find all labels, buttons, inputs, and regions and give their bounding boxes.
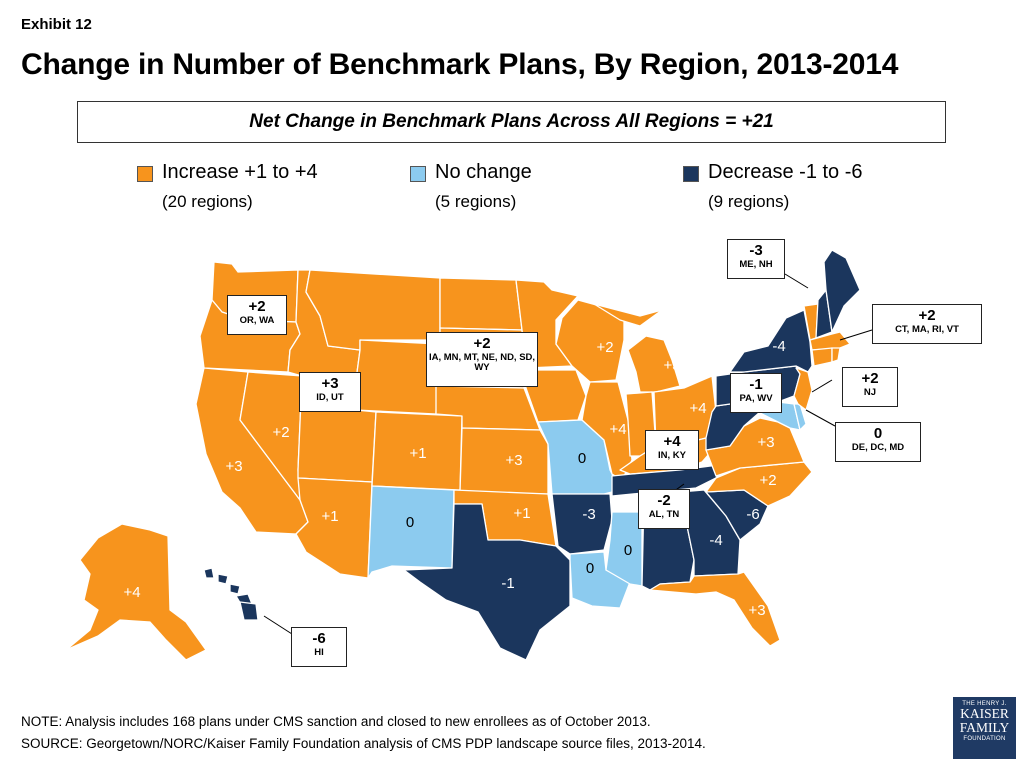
state-florida xyxy=(649,571,781,647)
callout-value: +2 xyxy=(248,298,266,315)
callout-value: 0 xyxy=(873,425,883,442)
callout-ct-ma-ri-vt: +2 CT, MA, RI, VT xyxy=(872,304,982,344)
callout-states: PA, WV xyxy=(739,392,773,404)
state-louisiana xyxy=(569,551,631,609)
map-label-alaska: +4 xyxy=(123,584,140,601)
callout-value: +3 xyxy=(321,375,339,392)
callout-de-dc-md: 0 DE, DC, MD xyxy=(835,422,921,462)
state-maine xyxy=(823,249,861,333)
legend-sub-decrease: (9 regions) xyxy=(708,192,790,211)
map-label-florida: +3 xyxy=(748,602,765,619)
state-new-jersey xyxy=(793,367,813,411)
map-label-oklahoma: +1 xyxy=(513,505,530,522)
map-label-louisiana: 0 xyxy=(586,560,594,577)
legend-label-decrease: Decrease -1 to -6 xyxy=(708,161,863,183)
state-rhode-island xyxy=(831,347,841,363)
callout-value: +2 xyxy=(861,370,879,387)
state-new-mexico xyxy=(367,485,455,579)
logo-line3: FOUNDATION xyxy=(963,736,1006,743)
map-label-arkansas: -3 xyxy=(582,506,595,523)
exhibit-label: Exhibit 12 xyxy=(21,16,92,33)
callout-or-wa: +2 OR, WA xyxy=(227,295,287,335)
page-title: Change in Number of Benchmark Plans, By … xyxy=(21,48,899,81)
map-label-missouri: 0 xyxy=(578,450,586,467)
legend-sub-no-change: (5 regions) xyxy=(435,192,517,211)
legend-sub-increase: (20 regions) xyxy=(162,192,253,211)
callout-value: -3 xyxy=(749,242,763,259)
callout-id-ut: +3 ID, UT xyxy=(299,372,361,412)
map-label-new-mexico: 0 xyxy=(406,514,414,531)
legend-swatch-increase xyxy=(137,166,153,182)
callout-value: -2 xyxy=(657,492,671,509)
callout-hi: -6 HI xyxy=(291,627,347,667)
map-label-ohio: +4 xyxy=(689,400,706,417)
map-label-kansas: +3 xyxy=(505,452,522,469)
footnote-source: SOURCE: Georgetown/NORC/Kaiser Family Fo… xyxy=(21,736,706,751)
callout-states: HI xyxy=(314,646,324,658)
state-connecticut xyxy=(811,347,833,367)
legend-swatch-decrease xyxy=(683,166,699,182)
state-north-dakota xyxy=(439,277,523,331)
map-label-illinois: +4 xyxy=(609,421,626,438)
legend-swatch-no-change xyxy=(410,166,426,182)
map-label-nevada: +2 xyxy=(272,424,289,441)
callout-states: ID, UT xyxy=(316,391,344,403)
map-label-south-carolina: -6 xyxy=(746,506,759,523)
net-change-text: Net Change in Benchmark Plans Across All… xyxy=(249,111,774,132)
map-labels: +4+2+3+1 +3+1 0+1-10-300+2+3+4+4+3+2-6-4+3… xyxy=(123,338,785,619)
callout-al-tn: -2 AL, TN xyxy=(638,489,690,529)
state-arkansas xyxy=(551,493,613,555)
callout-states: ME, NH xyxy=(739,258,773,270)
callout-value: -1 xyxy=(749,376,763,393)
map-label-mississippi: 0 xyxy=(624,542,632,559)
callout-states: OR, WA xyxy=(239,314,275,326)
map-label-california: +3 xyxy=(225,458,242,475)
state-hawaii xyxy=(203,567,259,621)
state-texas xyxy=(403,503,571,661)
callout-nj: +2 NJ xyxy=(842,367,898,407)
map-label-wisconsin: +2 xyxy=(596,339,613,356)
callout-states: IA, MN, MT, NE, ND, SD, WY xyxy=(428,351,536,373)
map-label-georgia: -4 xyxy=(709,532,722,549)
map-label-colorado: +1 xyxy=(409,445,426,462)
logo-line2b: FAMILY xyxy=(959,720,1010,736)
callout-value: +4 xyxy=(663,433,681,450)
state-alaska xyxy=(65,523,207,661)
footnote-note: NOTE: Analysis includes 168 plans under … xyxy=(21,714,651,729)
state-kansas xyxy=(459,427,549,495)
map-label-texas: -1 xyxy=(501,575,514,592)
map-label-new-york: -4 xyxy=(772,338,785,355)
legend-label-increase: Increase +1 to +4 xyxy=(162,161,318,183)
callout-states: NJ xyxy=(863,386,877,398)
callout-value: +2 xyxy=(473,335,491,352)
map-label-arizona: +1 xyxy=(321,508,338,525)
callout-ia-mn-mt-ne-nd-sd-wy: +2 IA, MN, MT, NE, ND, SD, WY xyxy=(426,332,538,387)
callout-in-ky: +4 IN, KY xyxy=(645,430,699,470)
callout-states: DE, DC, MD xyxy=(851,441,905,453)
callout-value: +2 xyxy=(918,307,936,324)
state-michigan xyxy=(593,303,681,393)
legend-label-no-change: No change xyxy=(435,161,532,183)
logo-line2a: KAISER xyxy=(960,706,1009,721)
callout-states: IN, KY xyxy=(658,449,686,461)
state-montana xyxy=(305,269,441,351)
state-new-york xyxy=(729,309,813,373)
map-label-virginia: +3 xyxy=(757,434,774,451)
callout-value: -6 xyxy=(312,630,326,647)
callout-states: AL, TN xyxy=(648,508,680,520)
callout-pa-wv: -1 PA, WV xyxy=(730,373,782,413)
map-label-michigan: +3 xyxy=(663,357,680,374)
callout-states: CT, MA, RI, VT xyxy=(895,323,959,335)
callout-me-nh: -3 ME, NH xyxy=(727,239,785,279)
state-arizona xyxy=(295,477,373,579)
map-label-north-carolina: +2 xyxy=(759,472,776,489)
net-change-box: Net Change in Benchmark Plans Across All… xyxy=(77,101,946,143)
kff-logo: THE HENRY J. KAISER FAMILY FOUNDATION xyxy=(953,697,1016,759)
logo-line1: THE HENRY J. xyxy=(962,701,1007,707)
